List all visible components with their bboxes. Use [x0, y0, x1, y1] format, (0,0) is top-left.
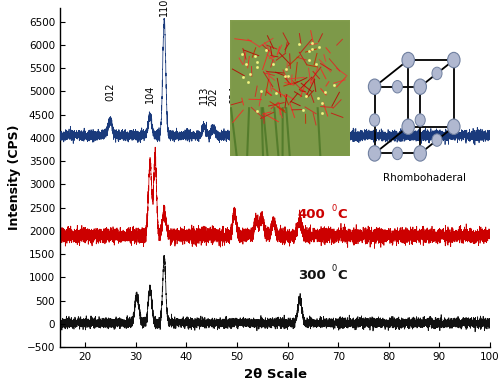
Text: 214: 214 — [295, 82, 305, 101]
Circle shape — [392, 147, 402, 160]
Text: 012: 012 — [105, 82, 115, 101]
Text: 122: 122 — [268, 88, 278, 106]
X-axis label: 2θ Scale: 2θ Scale — [244, 367, 306, 381]
Circle shape — [448, 119, 460, 135]
Circle shape — [368, 146, 381, 161]
Circle shape — [414, 79, 426, 94]
Circle shape — [448, 52, 460, 68]
Circle shape — [368, 79, 381, 94]
Y-axis label: Intensity (CPS): Intensity (CPS) — [8, 125, 21, 230]
Circle shape — [402, 119, 414, 135]
Circle shape — [370, 114, 380, 126]
Text: 024: 024 — [230, 86, 239, 105]
Text: 113: 113 — [199, 86, 209, 105]
Text: 400: 400 — [298, 208, 326, 221]
Text: 0: 0 — [331, 264, 336, 273]
Text: 116: 116 — [252, 86, 262, 105]
Circle shape — [392, 80, 402, 93]
Text: 202: 202 — [208, 88, 218, 106]
Text: 500: 500 — [298, 117, 326, 131]
Text: C: C — [337, 208, 347, 221]
Text: 110: 110 — [159, 0, 169, 16]
Text: C: C — [337, 117, 347, 131]
Text: 104: 104 — [145, 85, 155, 103]
Text: 300: 300 — [298, 269, 326, 282]
Circle shape — [402, 52, 414, 68]
Text: Rhombohaderal: Rhombohaderal — [384, 173, 466, 183]
Circle shape — [432, 134, 442, 146]
Circle shape — [414, 146, 426, 161]
Circle shape — [415, 114, 425, 126]
Text: 0: 0 — [331, 204, 336, 213]
Text: 0: 0 — [331, 113, 336, 122]
Circle shape — [432, 67, 442, 80]
Text: C: C — [337, 269, 347, 282]
